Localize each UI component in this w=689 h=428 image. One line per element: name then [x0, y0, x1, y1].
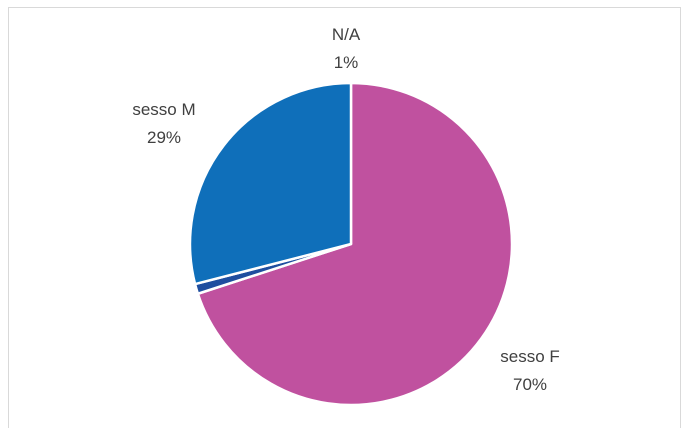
slice-percent-label: 70% — [513, 375, 547, 394]
pie-labels: sesso F 70% N/A 1% sesso M 29% — [132, 25, 559, 394]
slice-percent-label: 1% — [334, 53, 359, 72]
slice-category-label: sesso F — [500, 347, 560, 366]
slice-category-label: N/A — [332, 25, 361, 44]
pie-slices — [188, 81, 514, 407]
pie-slice-sesso-m — [188, 81, 353, 286]
slice-percent-label: 29% — [147, 128, 181, 147]
pie-slice-sesso-f — [196, 81, 514, 407]
slice-category-label: sesso M — [132, 100, 195, 119]
